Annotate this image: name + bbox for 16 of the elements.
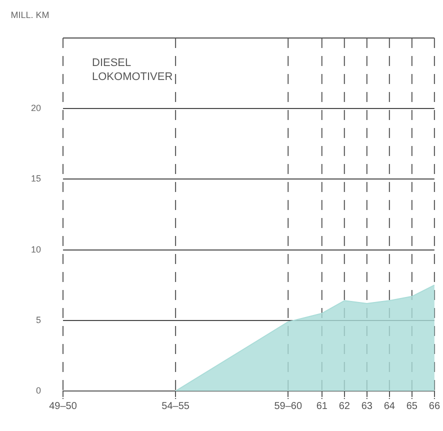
x-tick-label: 63 — [361, 400, 373, 412]
y-tick-label: 5 — [36, 314, 41, 325]
y-tick-label: 20 — [30, 103, 41, 114]
y-tick-label: 0 — [36, 385, 41, 396]
x-tick-label: 61 — [316, 400, 328, 412]
y-tick-label: 10 — [30, 244, 41, 254]
x-tick-label: 62 — [338, 400, 350, 412]
x-tick-label: 59–60 — [274, 400, 302, 412]
annotation: DIESEL LOKOMOTIVER — [92, 56, 174, 84]
x-tick-label: 49–50 — [49, 400, 78, 412]
y-axis-title: MILL. KM — [10, 10, 50, 21]
x-tick-label: 65 — [406, 400, 418, 412]
y-tick-label: 15 — [30, 174, 41, 184]
x-tick-label: 66 — [428, 400, 440, 412]
x-tick-label: 54–55 — [162, 400, 190, 412]
x-tick-label: 64 — [384, 400, 396, 412]
